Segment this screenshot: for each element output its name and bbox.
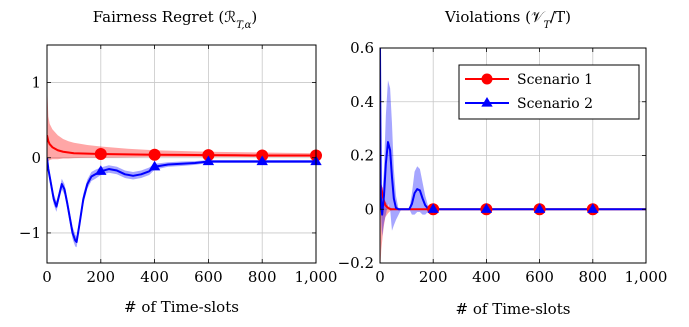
x-tick-label: 600 (525, 268, 554, 286)
violations-panel: 0 200 400 600 800 1,0000.60.40.20−0.2Violatio… (338, 8, 668, 318)
scenario-2-marker (202, 155, 215, 166)
scenario-2-marker (148, 160, 161, 171)
fairness-regret-panel: 0 200 400 600 800 1,000 1 0 −1 Fairness Regret (ℛ… (19, 8, 338, 316)
x-tick-label: 800 (248, 268, 277, 286)
scenario-2-marker (587, 203, 599, 213)
x-tick-label: 600 (194, 268, 223, 286)
x-tick-label: 0 (375, 268, 385, 286)
scenario-2-marker (95, 165, 107, 175)
scenario-1-confidence-band (47, 82, 316, 166)
x-tick-label: 1,000 (625, 268, 668, 286)
scenario-1-marker (94, 148, 107, 160)
y-tick-label: 1 (31, 74, 41, 92)
scenario-2-legend-label: Scenario 2 (517, 96, 593, 112)
y-tick-label: −0.2 (338, 254, 374, 272)
scenario-2-line (47, 157, 316, 243)
y-tick-label: 0.4 (350, 93, 374, 111)
scenario-1-legend-label: Scenario 1 (517, 72, 593, 88)
y-tick-label: 0 (31, 149, 41, 167)
scenario-2-legend-marker (481, 97, 493, 107)
scenario-1-marker (148, 148, 161, 161)
x-tick-label: 0 (42, 268, 52, 286)
y-tick-label: 0 (364, 200, 374, 218)
scenario-1-legend-marker (481, 73, 493, 85)
y-tick-label: 0.6 (350, 39, 374, 57)
scenario-2-marker (256, 155, 268, 166)
scenario-2-marker (480, 203, 493, 213)
axis-frame (46, 44, 317, 264)
chart-title: Fairness Regret (ℛT,α) (93, 8, 257, 31)
x-axis-label: # of Time-slots (456, 300, 571, 318)
scenario-2-marker (427, 203, 439, 213)
x-axis-label: # of Time-slots (124, 298, 239, 316)
legend: Scenario 1 Scenario 2 (458, 64, 640, 120)
chart-title: Violations (𝒱T/T) (444, 8, 571, 31)
x-tick-label: 400 (140, 268, 169, 286)
x-tick-label: 200 (86, 268, 115, 286)
x-tick-label: 800 (578, 268, 607, 286)
plot-area (47, 82, 316, 248)
y-tick-label: 0.2 (350, 147, 374, 165)
x-tick-label: 400 (472, 268, 501, 286)
scenario-2-marker (533, 203, 546, 213)
scenario-1-line (47, 134, 316, 157)
y-tick-label: −1 (19, 224, 41, 242)
x-tick-label: 1,000 (295, 268, 338, 286)
x-tick-label: 200 (419, 268, 448, 286)
